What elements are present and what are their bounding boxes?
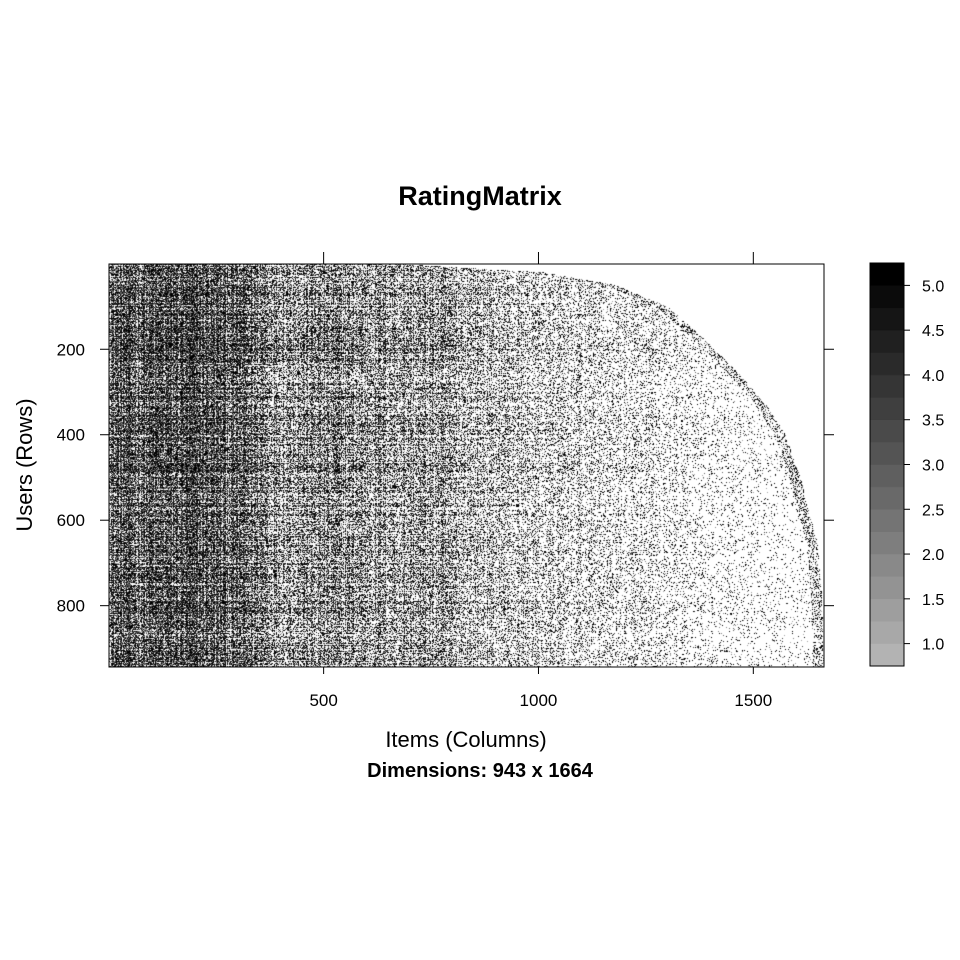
x-tick-label: 500 xyxy=(309,691,337,710)
colorbar-swatch xyxy=(869,307,905,331)
colorbar-tick-label: 4.5 xyxy=(922,323,944,340)
colorbar-swatch xyxy=(869,352,905,376)
colorbar-swatch xyxy=(869,464,905,488)
colorbar-swatch xyxy=(869,419,905,443)
colorbar-swatch xyxy=(869,285,905,309)
colorbar-swatch xyxy=(869,553,905,577)
heatmap-cells xyxy=(109,264,824,667)
x-axis-label: Items (Columns) xyxy=(385,727,546,752)
colorbar-swatch xyxy=(869,576,905,600)
colorbar-swatch xyxy=(869,262,905,286)
colorbar-swatch xyxy=(869,486,905,510)
y-tick-label: 200 xyxy=(57,340,85,359)
plot-frame xyxy=(108,263,825,668)
chart-subtitle: Dimensions: 943 x 1664 xyxy=(367,760,594,782)
colorbar-swatch xyxy=(869,620,905,644)
colorbar-tick-label: 3.5 xyxy=(922,413,944,430)
colorbar-swatch xyxy=(869,397,905,420)
colorbar-tick-label: 5.0 xyxy=(922,278,944,295)
colorbar-tick-label: 1.5 xyxy=(922,592,944,609)
colorbar-swatch xyxy=(869,509,905,532)
x-axis: 500 1000 1500 xyxy=(309,252,772,710)
y-axis: 200 400 600 800 xyxy=(57,340,834,616)
colorbar-swatch xyxy=(869,441,905,465)
colorbar-tick-label: 4.0 xyxy=(922,368,944,385)
y-axis-label: Users (Rows) xyxy=(12,398,37,531)
colorbar-legend: 1.0 1.5 2.0 2.5 3.0 3.5 4.0 4.5 5.0 xyxy=(869,262,944,667)
colorbar-tick-label: 3.0 xyxy=(922,458,944,475)
colorbar-tick-label: 2.5 xyxy=(922,502,944,519)
colorbar-swatch xyxy=(869,598,905,622)
colorbar-swatch xyxy=(869,374,905,398)
y-tick-label: 600 xyxy=(57,511,85,530)
x-tick-label: 1000 xyxy=(520,691,558,710)
colorbar-tick-label: 2.0 xyxy=(922,547,944,564)
chart-title: RatingMatrix xyxy=(398,181,562,211)
heatmap-cell-image xyxy=(109,264,824,667)
colorbar-swatch xyxy=(869,531,905,555)
y-tick-label: 800 xyxy=(57,597,85,616)
colorbar-swatch xyxy=(869,643,905,667)
x-tick-label: 1500 xyxy=(734,691,772,710)
colorbar-swatch xyxy=(869,329,905,353)
y-tick-label: 400 xyxy=(57,426,85,445)
heatmap-plot-area xyxy=(108,263,825,668)
colorbar-tick-label: 1.0 xyxy=(922,637,944,654)
